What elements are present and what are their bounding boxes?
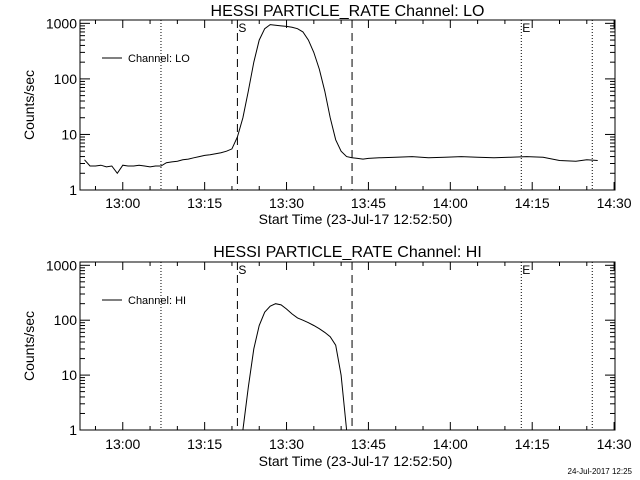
y-tick-label: 1000 <box>46 15 77 31</box>
x-tick-label: 13:45 <box>351 436 386 452</box>
y-tick-label: 10 <box>61 126 77 142</box>
x-axis-label: Start Time (23-Jul-17 12:52:50) <box>259 453 453 469</box>
chart-title: HESSI PARTICLE_RATE Channel: LO <box>211 3 485 20</box>
y-tick-label: 100 <box>54 312 78 328</box>
x-tick-label: 13:30 <box>269 195 304 211</box>
x-tick-label: 14:15 <box>515 195 550 211</box>
x-tick-label: 14:00 <box>433 436 468 452</box>
series-line <box>242 303 348 431</box>
legend-label: Channel: LO <box>128 53 190 65</box>
series-line <box>84 24 598 175</box>
marker-label-end: E <box>522 21 530 35</box>
legend-label: Channel: HI <box>128 295 186 307</box>
plot-frame <box>79 261 616 431</box>
chart-title: HESSI PARTICLE_RATE Channel: HI <box>213 244 482 261</box>
x-tick-label: 14:30 <box>597 436 632 452</box>
x-tick-label: 13:15 <box>187 195 222 211</box>
x-tick-label: 14:00 <box>433 195 468 211</box>
x-axis-label: Start Time (23-Jul-17 12:52:50) <box>259 211 453 227</box>
marker-label-end: E <box>522 263 530 277</box>
y-tick-label: 1000 <box>46 257 77 273</box>
x-tick-label: 13:15 <box>187 436 222 452</box>
x-tick-label: 13:30 <box>269 436 304 452</box>
x-tick-label: 13:00 <box>105 436 140 452</box>
y-tick-label: 1 <box>69 182 77 198</box>
plot-frame <box>79 19 616 191</box>
x-tick-label: 13:45 <box>351 195 386 211</box>
x-tick-label: 14:15 <box>515 436 550 452</box>
marker-label-start: S <box>238 263 246 277</box>
y-tick-label: 10 <box>61 367 77 383</box>
y-axis-label: Counts/sec <box>21 70 37 140</box>
y-tick-label: 100 <box>54 71 78 87</box>
y-tick-label: 1 <box>69 422 77 438</box>
marker-label-start: S <box>238 21 246 35</box>
y-axis-label: Counts/sec <box>21 311 37 381</box>
x-tick-label: 14:30 <box>597 195 632 211</box>
print-timestamp: 24-Jul-2017 12:25 <box>567 467 633 476</box>
x-tick-label: 13:00 <box>105 195 140 211</box>
